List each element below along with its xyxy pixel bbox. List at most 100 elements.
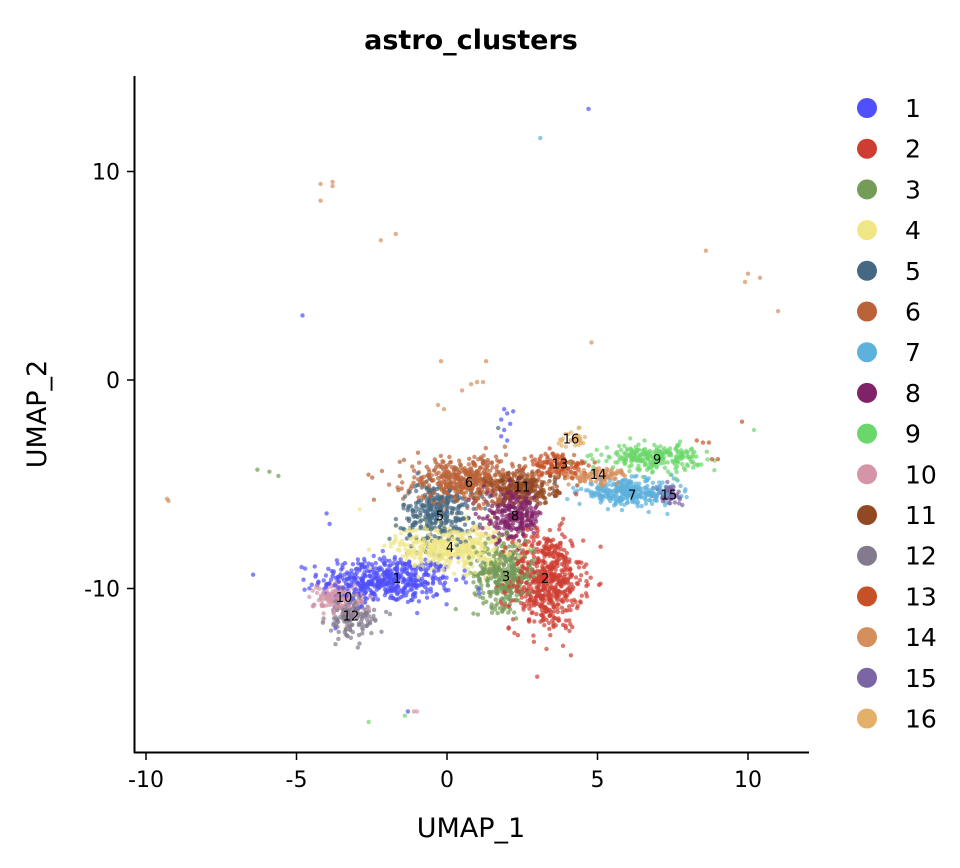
data-point-cluster-2 (551, 609, 557, 614)
x-tick-label: -10 (128, 768, 164, 793)
data-point-cluster-14 (594, 471, 599, 476)
data-point-cluster-12 (364, 611, 370, 616)
data-point-cluster-7 (607, 478, 613, 483)
data-point-cluster-6 (475, 496, 481, 501)
data-point-cluster-6 (513, 471, 518, 477)
data-point-cluster-2 (519, 587, 525, 592)
data-point-cluster-7 (605, 507, 611, 512)
data-point-cluster-9 (617, 443, 622, 449)
data-point-cluster-5 (418, 498, 424, 503)
data-point-cluster-2 (562, 567, 567, 572)
legend-marker (857, 627, 877, 648)
data-point-cluster-4 (482, 546, 488, 551)
data-point-cluster-1 (387, 580, 392, 585)
data-point-cluster-9 (665, 448, 670, 453)
legend-marker (857, 98, 877, 118)
data-point-cluster-1 (431, 573, 436, 579)
data-point-cluster-9 (704, 449, 709, 454)
data-point-cluster-3 (516, 598, 521, 603)
data-point-cluster-10 (356, 600, 361, 605)
data-point-cluster-5 (410, 507, 415, 513)
data-point-cluster-12 (348, 598, 353, 603)
data-point-cluster-6 (366, 472, 371, 477)
data-point-cluster-1 (323, 585, 329, 590)
data-point-cluster-1 (390, 595, 395, 601)
data-point-cluster-4 (422, 542, 428, 547)
data-point-cluster-2 (537, 540, 542, 545)
data-point-cluster-2 (523, 550, 528, 556)
data-point-cluster-1 (426, 573, 431, 578)
data-point-cluster-2 (577, 578, 582, 583)
data-point-cluster-4 (419, 556, 424, 561)
data-point-cluster-3 (481, 590, 486, 596)
data-point-cluster-6 (464, 479, 469, 485)
data-point-cluster-2 (554, 592, 559, 597)
data-point-cluster-9 (684, 451, 689, 456)
data-point-cluster-2 (543, 604, 548, 610)
data-point-cluster-6 (462, 466, 467, 471)
data-point-cluster-9 (607, 455, 612, 460)
data-point-cluster-3 (492, 607, 498, 612)
data-point-cluster-13 (739, 419, 745, 424)
data-point-cluster-7 (619, 507, 625, 513)
data-point-cluster-9 (677, 439, 683, 444)
data-point-cluster-3 (528, 560, 534, 565)
data-point-cluster-6 (494, 466, 499, 471)
data-point-cluster-6 (447, 454, 452, 460)
x-tick-label: 0 (440, 768, 454, 793)
data-point-cluster-3 (485, 582, 490, 588)
legend-item-10: 10 (857, 460, 937, 489)
data-point-cluster-14 (604, 469, 609, 475)
data-point-cluster-13 (592, 460, 597, 465)
data-point-cluster-14 (378, 238, 383, 243)
data-point-cluster-4 (515, 541, 520, 546)
data-point-cluster-6 (400, 480, 405, 485)
data-point-cluster-1 (392, 554, 398, 560)
data-point-cluster-8 (519, 523, 524, 529)
data-point-cluster-4 (421, 546, 426, 552)
data-point-cluster-1 (367, 573, 373, 578)
data-point-cluster-5 (424, 504, 429, 509)
data-point-cluster-12 (336, 636, 341, 642)
data-point-cluster-7 (591, 491, 597, 496)
data-point-cluster-3 (512, 561, 517, 566)
data-point-cluster-12 (336, 600, 341, 606)
data-point-cluster-3 (471, 580, 476, 585)
data-point-cluster-11 (554, 493, 559, 498)
data-point-cluster-11 (517, 463, 522, 469)
data-point-cluster-3 (475, 612, 481, 617)
data-point-cluster-4 (461, 544, 466, 549)
data-point-cluster-6 (411, 468, 417, 473)
data-point-cluster-6 (429, 473, 434, 478)
data-point-cluster-7 (637, 493, 642, 499)
data-point-cluster-1 (354, 566, 359, 571)
data-point-cluster-6 (438, 464, 443, 469)
data-point-cluster-12 (371, 607, 377, 613)
data-point-cluster-7 (571, 485, 576, 491)
data-point-cluster-7 (631, 489, 636, 494)
data-point-cluster-9 (654, 455, 660, 460)
data-point-cluster-1 (432, 570, 437, 575)
data-point-cluster-1 (436, 568, 441, 573)
data-point-cluster-7 (583, 488, 589, 493)
data-point-cluster-6 (431, 468, 437, 473)
data-point-cluster-9 (641, 457, 646, 462)
data-point-cluster-8 (506, 506, 511, 511)
data-point-cluster-1 (420, 589, 425, 595)
data-point-cluster-5 (387, 536, 392, 541)
data-point-cluster-3 (468, 561, 473, 566)
data-point-cluster-14 (318, 198, 323, 203)
data-point-cluster-16 (563, 431, 568, 437)
data-point-cluster-3 (495, 610, 500, 616)
data-point-cluster-2 (524, 580, 529, 585)
data-point-cluster-4 (477, 537, 482, 543)
data-point-cluster-3 (501, 563, 506, 568)
data-point-cluster-6 (464, 484, 469, 489)
data-point-cluster-5 (460, 496, 465, 501)
data-point-cluster-1 (387, 558, 392, 564)
data-point-cluster-3 (508, 607, 513, 612)
data-point-cluster-1 (321, 578, 326, 583)
data-point-cluster-2 (515, 560, 521, 565)
data-point-cluster-5 (404, 536, 409, 541)
data-point-cluster-11 (510, 482, 515, 488)
